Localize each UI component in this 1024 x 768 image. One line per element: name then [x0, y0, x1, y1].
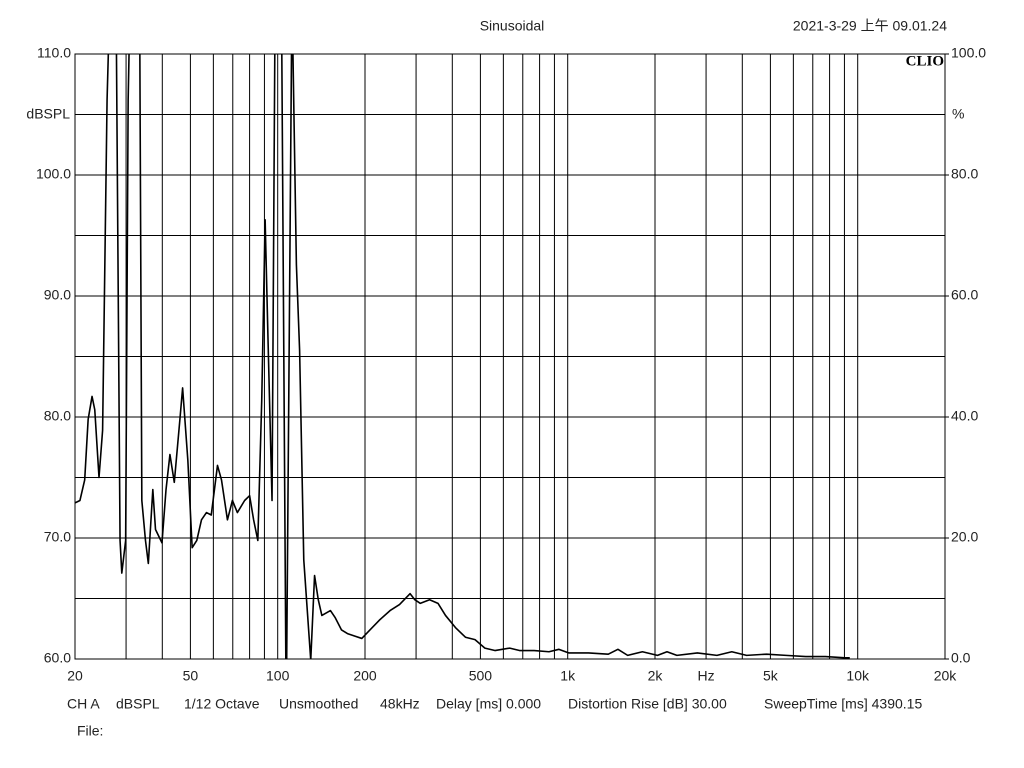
- y-tick-label: 60.0: [44, 650, 71, 666]
- timestamp: 2021-3-29 上午 09.01.24: [793, 18, 947, 34]
- x-tick-label: 20k: [934, 668, 958, 684]
- footer-item: Delay [ms] 0.000: [436, 696, 541, 712]
- data-line: [75, 54, 850, 659]
- logo: CLIO: [906, 53, 944, 69]
- footer-item: SweepTime [ms] 4390.15: [764, 696, 922, 712]
- footer-item: 1/12 Octave: [184, 696, 260, 712]
- y2-tick-label: 60.0: [951, 287, 978, 303]
- x-tick-label: 500: [469, 668, 493, 684]
- x-tick-label: 2k: [648, 668, 664, 684]
- plot-area: [75, 54, 850, 659]
- x-tick-label: 20: [67, 668, 83, 684]
- footer-item: Unsmoothed: [279, 696, 358, 712]
- x-tick-label: Hz: [698, 668, 715, 684]
- y-tick-label: 110.0: [37, 45, 71, 61]
- y2-tick-label: 40.0: [951, 408, 978, 424]
- y2-tick-label: 80.0: [951, 166, 978, 182]
- x-tick-label: 10k: [846, 668, 870, 684]
- chart-title: Sinusoidal: [480, 18, 545, 34]
- y-tick-label: 90.0: [44, 287, 71, 303]
- y-axis-label: dBSPL: [26, 106, 70, 122]
- x-tick-label: 100: [266, 668, 290, 684]
- x-tick-label: 5k: [763, 668, 779, 684]
- y-tick-label: 100.0: [36, 166, 71, 182]
- plot-frame: [74, 53, 946, 660]
- footer-item: 48kHz: [380, 696, 420, 712]
- x-tick-label: 1k: [560, 668, 576, 684]
- y2-tick-label: 20.0: [951, 529, 978, 545]
- y2-tick-label: 0.0: [951, 650, 971, 666]
- y-tick-label: 80.0: [44, 408, 71, 424]
- file-label: File:: [77, 723, 103, 739]
- footer-item: Distortion Rise [dB] 30.00: [568, 696, 727, 712]
- footer-item: dBSPL: [116, 696, 160, 712]
- footer-item: CH A: [67, 696, 100, 712]
- y-tick-label: 70.0: [44, 529, 71, 545]
- x-tick-label: 200: [353, 668, 377, 684]
- y2-tick-label: 100.0: [951, 45, 986, 61]
- x-tick-label: 50: [183, 668, 199, 684]
- y2-axis-label: %: [952, 106, 964, 122]
